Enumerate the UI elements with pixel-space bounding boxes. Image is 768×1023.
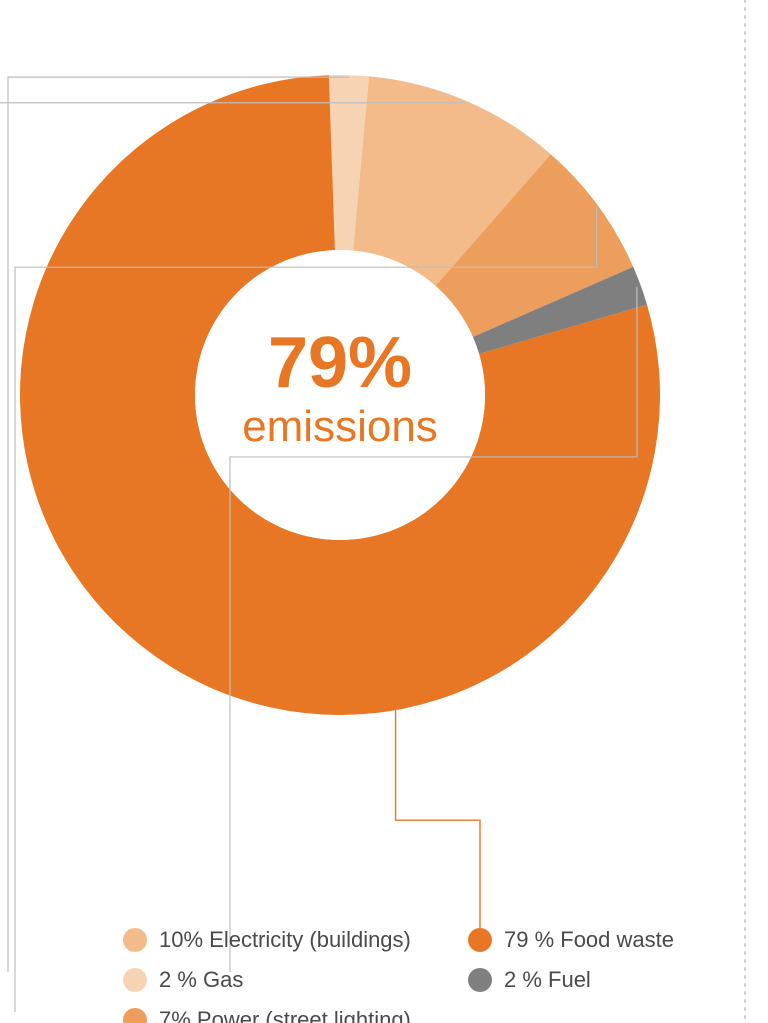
legend-dot-icon [468,968,492,992]
legend-label: 2 % Gas [159,967,243,992]
legend-dot-icon [123,1008,147,1023]
legend-label: 79 % Food waste [504,927,674,952]
legend-dot-icon [123,968,147,992]
legend-label: 7% Power (street lighting) [159,1007,411,1023]
legend-dot-icon [123,928,147,952]
center-label: emissions [242,402,438,451]
legend-dot-icon [468,928,492,952]
chart-svg: 79%emissions 10% Electricity (buildings) 2… [0,0,768,1023]
legend-label: 10% Electricity (buildings) [159,927,411,952]
leader-line [396,710,480,932]
emissions-donut-chart: 79%emissions 10% Electricity (buildings) 2… [0,0,768,1023]
legend-label: 2 % Fuel [504,967,591,992]
center-percent: 79% [268,323,412,403]
